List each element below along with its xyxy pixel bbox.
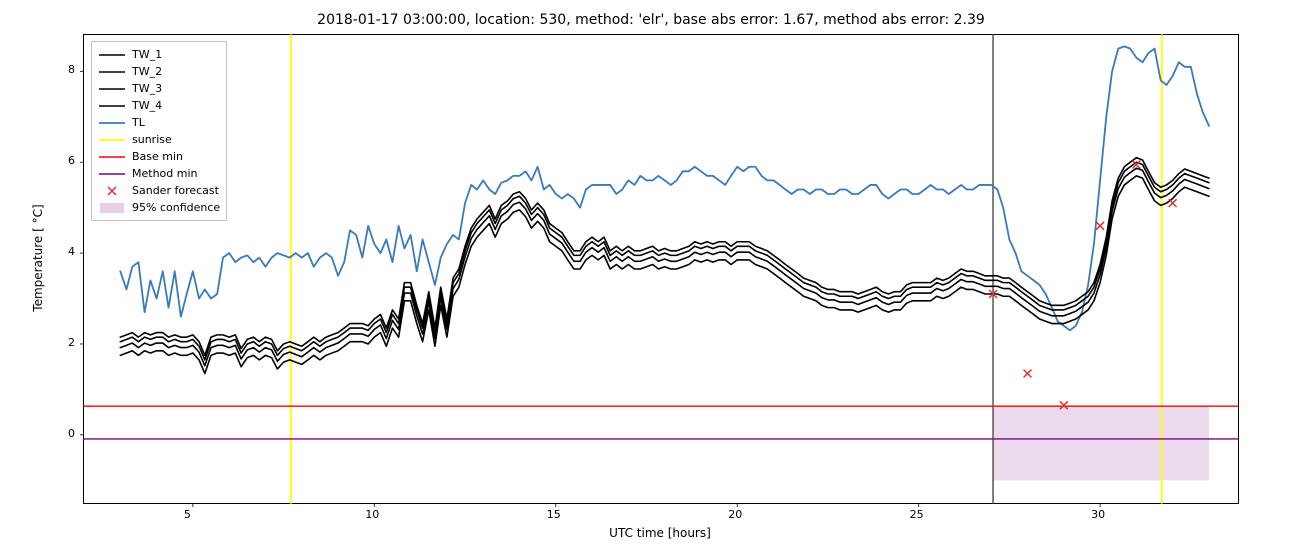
- series-tw-1: [120, 158, 1209, 356]
- legend-label: TW_3: [132, 82, 162, 95]
- legend-item: sunrise: [98, 131, 220, 148]
- legend-item: TL: [98, 114, 220, 131]
- y-axis-label: Temperature [ °C]: [31, 188, 45, 328]
- legend-item: Sander forecast: [98, 182, 220, 199]
- legend-label: sunrise: [132, 133, 172, 146]
- plot-svg: [84, 35, 1238, 503]
- sander-point-5: [1169, 200, 1176, 207]
- legend-item: Base min: [98, 148, 220, 165]
- legend-item: TW_3: [98, 80, 220, 97]
- plot-area: TW_1 TW_2 TW_3 TW_4 TL sunrise Base min Method …: [83, 34, 1239, 504]
- sander-point-1: [1024, 370, 1031, 377]
- legend-label: TW_2: [132, 65, 162, 78]
- chart-title: 2018-01-17 03:00:00, location: 530, meth…: [0, 12, 1302, 28]
- legend-label: Base min: [132, 150, 183, 163]
- legend-item: 95% confidence: [98, 199, 220, 216]
- legend-label: Method min: [132, 167, 198, 180]
- x-tick-label: 20: [728, 508, 742, 521]
- x-tick-label: 10: [365, 508, 379, 521]
- series-tw-2: [120, 162, 1209, 360]
- y-tick-label: 2: [68, 336, 75, 349]
- legend-item: Method min: [98, 165, 220, 182]
- legend-box: TW_1 TW_2 TW_3 TW_4 TL sunrise Base min Method …: [91, 41, 227, 221]
- legend-item: TW_4: [98, 97, 220, 114]
- y-tick-label: 6: [68, 154, 75, 167]
- legend-item: TW_1: [98, 46, 220, 63]
- y-tick-label: 8: [68, 63, 75, 76]
- legend-label: TL: [132, 116, 145, 129]
- x-tick-label: 5: [184, 508, 191, 521]
- legend-label: 95% confidence: [132, 201, 220, 214]
- legend-label: TW_4: [132, 99, 162, 112]
- x-tick-label: 15: [547, 508, 561, 521]
- legend-item: TW_2: [98, 63, 220, 80]
- series-tl: [120, 46, 1209, 330]
- legend-label: Sander forecast: [132, 184, 219, 197]
- y-tick-label: 0: [68, 427, 75, 440]
- y-tick-label: 4: [68, 245, 75, 258]
- figure: 2018-01-17 03:00:00, location: 530, meth…: [0, 0, 1302, 547]
- x-axis-label: UTC time [hours]: [600, 526, 720, 540]
- sander-point-3: [1097, 222, 1104, 229]
- x-tick-label: 30: [1091, 508, 1105, 521]
- confidence-band: [993, 406, 1209, 480]
- legend-label: TW_1: [132, 48, 162, 61]
- x-tick-label: 25: [910, 508, 924, 521]
